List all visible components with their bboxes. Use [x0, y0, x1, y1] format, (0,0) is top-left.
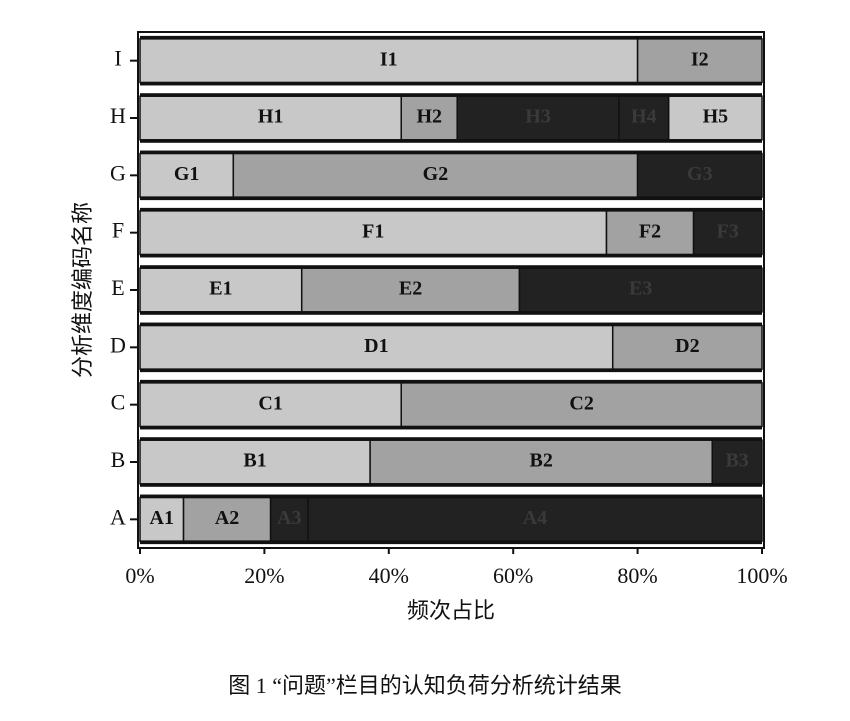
segment-label: D2	[675, 335, 699, 357]
segment-label: H5	[703, 106, 729, 128]
bar-segment	[139, 324, 614, 370]
segment-label: A1	[150, 507, 174, 529]
y-tick-label: D	[110, 332, 126, 357]
segment-label: H3	[525, 106, 551, 128]
segment-label: E1	[209, 278, 232, 300]
segment-label: H2	[416, 106, 442, 128]
segment-label: C2	[569, 392, 593, 414]
segment-label: H1	[258, 106, 284, 128]
bar-segment	[139, 439, 371, 485]
segment-label: H4	[631, 106, 657, 128]
segment-label: B1	[243, 450, 266, 472]
bar-segment	[139, 496, 185, 542]
bar-segment	[182, 496, 272, 542]
y-tick-label: H	[110, 103, 126, 128]
bar-segment	[611, 324, 763, 370]
segment-label: A2	[215, 507, 239, 529]
y-tick-label: C	[111, 390, 126, 415]
bar-segment	[139, 38, 639, 84]
segment-label: A4	[523, 507, 547, 529]
bar-segment	[300, 267, 521, 313]
y-axis-label: 分析维度编码名称	[70, 202, 95, 378]
y-tick-label: A	[110, 504, 126, 529]
bar-segment	[232, 152, 639, 198]
x-tick-label: 20%	[244, 563, 284, 588]
y-tick-label: I	[114, 46, 121, 71]
segment-label: B3	[725, 450, 748, 472]
segment-label: D1	[364, 335, 388, 357]
segment-label: G3	[687, 163, 713, 185]
x-axis-label: 频次占比	[407, 598, 495, 623]
segment-label: A3	[277, 507, 301, 529]
y-tick-label: F	[112, 218, 124, 243]
segment-label: G1	[174, 163, 200, 185]
bar-segment	[711, 439, 763, 485]
x-tick-label: 80%	[617, 563, 657, 588]
segment-label: B2	[530, 450, 553, 472]
bar-segment	[400, 95, 458, 141]
segment-label: E3	[629, 278, 652, 300]
bar-segment	[667, 95, 763, 141]
bar-segment	[269, 496, 309, 542]
y-tick-label: B	[111, 447, 126, 472]
bar-segment	[518, 267, 763, 313]
bar-segment	[369, 439, 713, 485]
x-tick-label: 0%	[125, 563, 154, 588]
bar-segment	[139, 152, 235, 198]
bar-segment	[605, 210, 695, 256]
segment-label: F1	[362, 220, 384, 242]
bar-segment	[139, 95, 402, 141]
bar-segment	[456, 95, 620, 141]
bar-segment	[636, 38, 763, 84]
segment-label: F3	[717, 220, 739, 242]
y-tick-label: G	[110, 160, 126, 185]
caption: 图 1 “问题”栏目的认知负荷分析统计结果	[228, 673, 622, 698]
bar-segment	[307, 496, 763, 542]
segment-label: G2	[423, 163, 449, 185]
segment-label: I1	[380, 48, 398, 70]
bar-segment	[400, 382, 763, 428]
segment-label: C1	[258, 392, 282, 414]
bar-segment	[692, 210, 763, 256]
x-tick-label: 40%	[369, 563, 409, 588]
x-tick-label: 100%	[736, 563, 787, 588]
segment-label: I2	[691, 48, 709, 70]
segment-label: E2	[399, 278, 422, 300]
bar-segment	[636, 152, 763, 198]
segment-label: F2	[639, 220, 661, 242]
y-tick-label: E	[111, 275, 124, 300]
bar-segment	[618, 95, 670, 141]
x-tick-label: 60%	[493, 563, 533, 588]
